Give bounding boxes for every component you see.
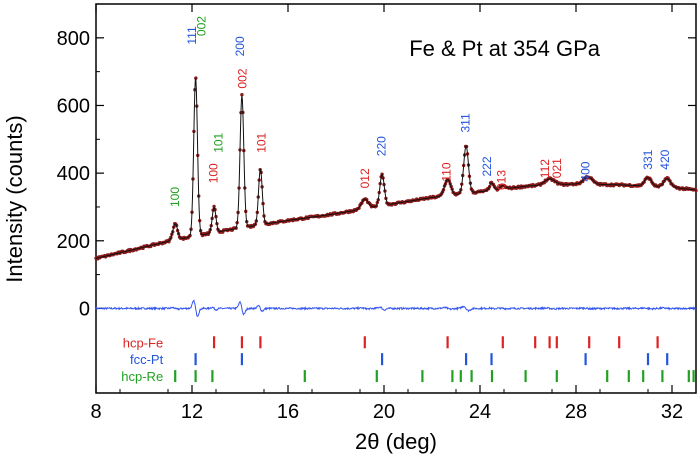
y-tick-label: 800 <box>57 28 90 50</box>
peak-label: 400 <box>579 161 593 181</box>
y-tick-label: 400 <box>57 163 90 185</box>
y-axis-title: Intensity (counts) <box>2 115 27 283</box>
peak-label: 101 <box>211 132 225 152</box>
peak-label: 100 <box>168 187 182 207</box>
peak-label: 420 <box>658 149 672 169</box>
axis-ticks: 8 12 16 20 24 28 32 0 200 400 600 800 <box>57 4 697 423</box>
phase-label: fcc-Pt <box>130 352 164 367</box>
y-tick-label: 0 <box>79 298 90 320</box>
peak-label: 100 <box>207 163 221 183</box>
annotation-layer: 1001110021001012000021010122201103112220… <box>168 16 672 207</box>
peak-label: 101 <box>255 132 269 152</box>
calculated-series <box>95 78 697 259</box>
x-tick-label: 24 <box>469 401 491 423</box>
x-axis-title: 2θ (deg) <box>355 429 437 454</box>
chart-title: Fe & Pt at 354 GPa <box>409 36 601 61</box>
peak-label: 311 <box>459 113 473 132</box>
peak-label: 112 <box>538 159 552 178</box>
y-tick-label: 600 <box>57 95 90 117</box>
peak-label: 200 <box>233 36 247 56</box>
y-tick-label: 200 <box>57 231 90 253</box>
series-layer <box>94 76 698 317</box>
peak-label: 331 <box>641 149 655 169</box>
phase-label: hcp-Re <box>121 369 163 384</box>
peak-label: 012 <box>358 168 372 188</box>
phase-label: hcp-Fe <box>123 335 163 350</box>
difference-series <box>95 299 697 317</box>
x-tick-label: 12 <box>181 401 203 423</box>
x-tick-label: 28 <box>565 401 587 423</box>
observed-point <box>694 188 698 193</box>
peak-label: 222 <box>480 156 494 176</box>
x-tick-label: 32 <box>661 401 683 423</box>
peak-label: 002 <box>235 68 249 88</box>
peak-label: 002 <box>195 16 209 36</box>
x-tick-label: 20 <box>373 401 395 423</box>
peak-label: 111 <box>185 26 199 45</box>
peak-label: 110 <box>439 162 453 181</box>
plot-area <box>95 3 697 394</box>
phase-marker-layer: hcp-Fe fcc-Pt hcp-Re <box>121 335 695 384</box>
peak-label: 013 <box>495 170 509 190</box>
peak-label: 021 <box>550 158 564 178</box>
peak-label: 220 <box>375 136 389 156</box>
x-tick-label: 16 <box>277 401 299 423</box>
observed-point <box>240 93 244 97</box>
x-tick-label: 8 <box>90 401 101 423</box>
